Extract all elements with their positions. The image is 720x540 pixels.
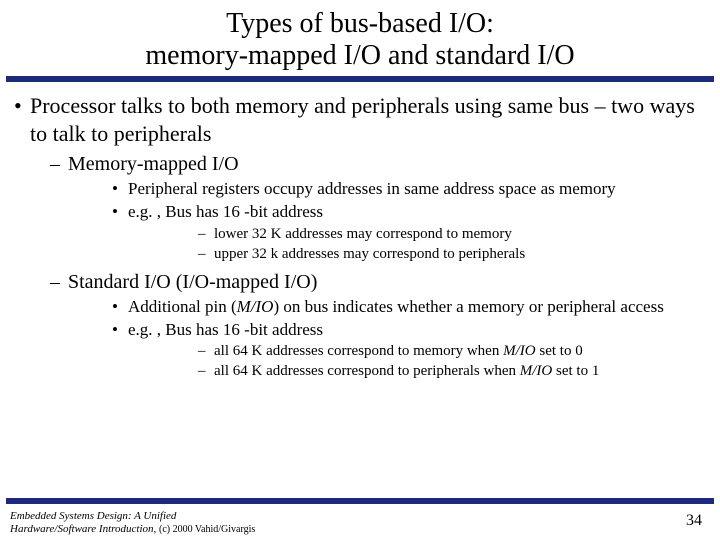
bullet-lvl3: Peripheral registers occupy addresses in…	[68, 178, 710, 200]
bullet-text: Standard I/O (I/O-mapped I/O)	[68, 271, 317, 293]
footer-book-line1: Embedded Systems Design: A Unified	[10, 510, 176, 522]
bullet-text: set to 0	[536, 343, 583, 359]
bullet-lvl3: Additional pin (M/IO) on bus indicates w…	[68, 296, 710, 318]
bullet-text: Additional pin (	[128, 297, 237, 316]
bullet-lvl3: e.g. , Bus has 16 -bit address lower 32 …	[68, 201, 710, 264]
bullet-lvl3: e.g. , Bus has 16 -bit address all 64 K …	[68, 319, 710, 382]
title-underline	[6, 76, 714, 82]
bullet-text: all 64 K addresses correspond to periphe…	[214, 363, 520, 379]
footer: Embedded Systems Design: A Unified Hardw…	[10, 506, 710, 536]
bullet-text: upper 32 k addresses may correspond to p…	[214, 246, 525, 262]
title-line-2: memory-mapped I/O and standard I/O	[145, 40, 574, 71]
title-line-1: Types of bus-based I/O:	[226, 8, 494, 39]
footer-book-line2-pre: Hardware/Software Introduction,	[10, 523, 159, 535]
bullet-lvl2: Standard I/O (I/O-mapped I/O) Additional…	[30, 269, 710, 382]
bullet-text: lower 32 K addresses may correspond to m…	[214, 226, 512, 242]
footer-copyright: (c) 2000 Vahid/Givargis	[159, 524, 255, 535]
bullet-text: ) on bus indicates whether a memory or p…	[273, 297, 663, 316]
bullet-text: Memory-mapped I/O	[68, 153, 239, 175]
page-number: 34	[686, 512, 710, 536]
slide: Types of bus-based I/O: memory-mapped I/…	[0, 0, 720, 540]
slide-title: Types of bus-based I/O: memory-mapped I/…	[0, 8, 720, 76]
bullet-lvl4: all 64 K addresses correspond to periphe…	[128, 362, 710, 382]
bullet-lvl1: Processor talks to both memory and perip…	[10, 92, 710, 381]
bullet-lvl4: all 64 K addresses correspond to memory …	[128, 342, 710, 362]
bullet-text: Peripheral registers occupy addresses in…	[128, 179, 616, 198]
bullet-text: all 64 K addresses correspond to memory …	[214, 343, 503, 359]
bullet-lvl2: Memory-mapped I/O Peripheral registers o…	[30, 151, 710, 264]
bullet-text: e.g. , Bus has 16 -bit address	[128, 202, 323, 221]
pin-notation: M/IO	[520, 363, 553, 379]
bullet-lvl4: lower 32 K addresses may correspond to m…	[128, 225, 710, 245]
bullet-list: Processor talks to both memory and perip…	[10, 92, 710, 381]
content-area: Processor talks to both memory and perip…	[0, 92, 720, 381]
footer-citation: Embedded Systems Design: A Unified Hardw…	[10, 510, 255, 536]
footer-bar	[6, 498, 714, 504]
bullet-text: Processor talks to both memory and perip…	[30, 93, 695, 146]
bullet-lvl4: upper 32 k addresses may correspond to p…	[128, 245, 710, 265]
bullet-text: set to 1	[552, 363, 599, 379]
bullet-text: e.g. , Bus has 16 -bit address	[128, 320, 323, 339]
pin-notation: M/IO	[237, 297, 274, 316]
pin-notation: M/IO	[503, 343, 536, 359]
